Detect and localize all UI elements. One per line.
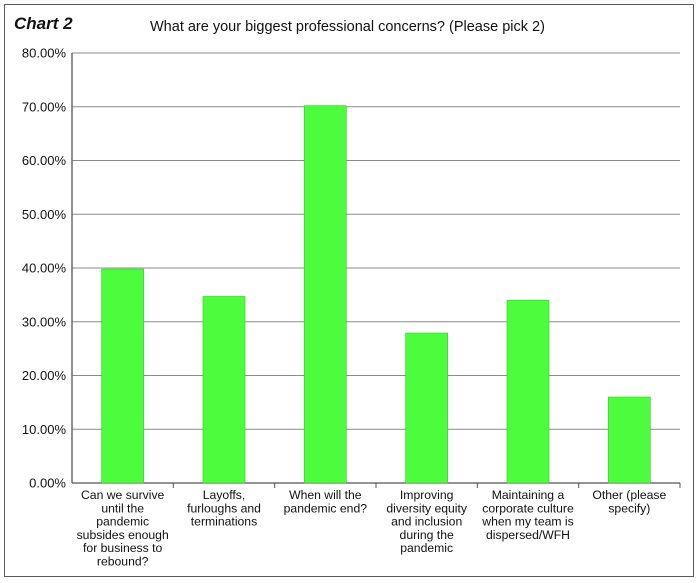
x-tick-label: Other (please specify) (592, 488, 666, 515)
y-tick-label: 30.00% (22, 314, 67, 329)
y-tick-label: 20.00% (22, 368, 67, 383)
x-tick-label: Layoffs, furloughs and terminations (187, 488, 261, 529)
y-tick-label: 80.00% (22, 46, 67, 61)
y-tick-label: 10.00% (22, 422, 67, 437)
y-tick-label: 70.00% (22, 99, 67, 114)
x-tick-label: When will the pandemic end? (284, 488, 368, 515)
x-tick-label: Can we survive until the pandemic subsides … (77, 488, 169, 569)
y-tick-label: 40.00% (22, 261, 67, 276)
x-tick-label: Maintaining a corporate culture when my te… (481, 488, 574, 542)
chart-title: What are your biggest professional conce… (150, 19, 545, 35)
x-tick-label: Improving diversity equity and inclusion du… (386, 488, 468, 555)
chart-label: Chart 2 (14, 14, 73, 33)
y-tick-label: 60.00% (22, 153, 67, 168)
bar (608, 396, 651, 484)
bar (202, 296, 246, 484)
bar (304, 105, 347, 484)
bar (405, 332, 448, 484)
bar (101, 268, 144, 484)
y-tick-label: 0.00% (29, 476, 66, 491)
bar (506, 299, 550, 484)
y-tick-label: 50.00% (22, 207, 67, 222)
